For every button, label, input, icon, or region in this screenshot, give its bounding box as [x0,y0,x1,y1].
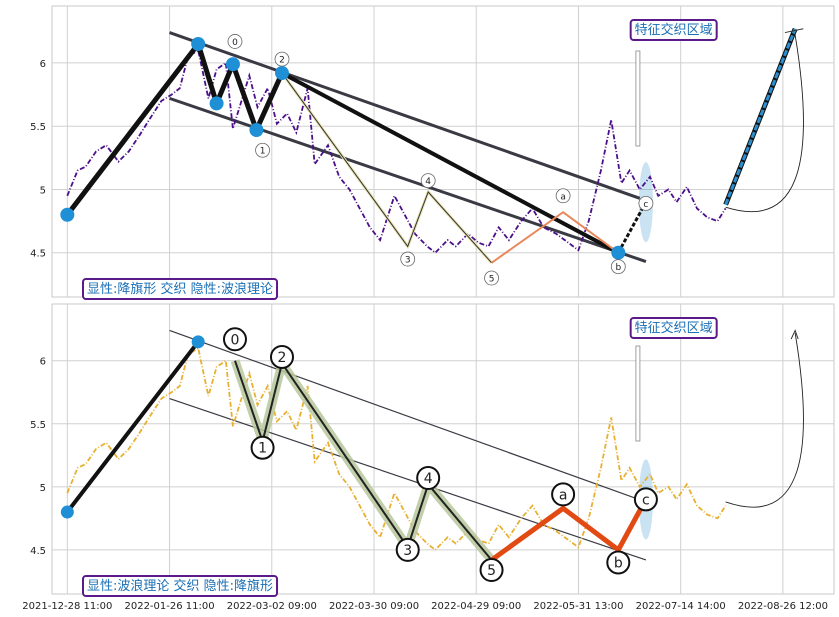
projection-arc [725,332,804,508]
wave-label-ring [633,487,658,512]
y-tick-label: 5.5 [30,122,46,133]
correction-series [490,498,649,563]
wave-label-ring [638,195,654,211]
trend-series [65,340,200,514]
wave-series [234,360,493,561]
feature-box [629,19,718,41]
channel-line-2 [169,96,647,263]
wave-label-ring [610,259,626,275]
x-tick-label: 2022-07-14 14:00 [636,601,726,612]
plot-area [51,5,835,298]
zigzag-series [65,41,285,217]
breakout-leg [616,201,648,254]
pivot-point [60,207,75,222]
wave-label-ring [274,51,290,67]
pivot-point [191,335,205,349]
wave-label-ring [555,188,571,204]
x-tick-label: 2022-05-31 13:00 [533,601,623,612]
x-tick-label: 2022-08-26 12:00 [738,601,828,612]
y-tick-label: 5 [40,185,46,196]
projection-arc [725,35,804,213]
arrow-head-icon [790,329,799,340]
wave-label-text: 1 [260,147,266,157]
channel-line-2 [169,397,647,561]
wave-label-text: 0 [232,38,238,48]
wave-label-ring [479,558,504,583]
pivot-point [209,96,224,111]
projection-line [724,28,797,206]
pivot-point [191,36,206,51]
wave-label-ring [416,466,441,490]
corner-label-box [82,575,279,597]
feature-zone-pointer [635,50,641,147]
wave-label-ring [222,327,247,352]
wave-label-text: a [560,192,566,202]
wave-label-text: 1 [258,441,267,457]
wave-label-text: 3 [405,256,411,266]
y-tick-label: 5 [40,483,46,494]
corner-label: 显性:波浪理论 交织 隐性:降旗形 [87,578,273,594]
wave-label-ring [250,435,275,460]
wave-label-text: 4 [425,177,431,187]
wave-label-ring [606,550,631,575]
wave-label-text: b [615,263,621,273]
wave-label-text: a [559,487,568,503]
wave-label-text: c [642,492,650,508]
feature-box-label: 特征交织区域 [635,320,713,336]
wave-label-text: 4 [424,471,433,487]
wave-label-text: c [643,200,648,210]
wave-label-ring [400,251,416,267]
y-tick-label: 5.5 [30,420,46,431]
x-tick-label: 2022-03-02 09:00 [227,601,317,612]
pivot-point [249,122,264,137]
channel-line-1 [169,31,641,200]
x-tick-label: 2022-03-30 09:00 [329,601,419,612]
pivot-point [275,66,289,81]
wave-label-text: 2 [279,56,285,66]
channel-line-1 [169,329,647,503]
wave-label-text: 5 [489,275,495,285]
y-tick-label: 6 [40,357,46,368]
feature-box-label: 特征交织区域 [635,22,713,38]
wave-label-text: 0 [231,332,240,348]
pivot-point [60,505,74,519]
x-tick-label: 2022-04-29 09:00 [431,601,521,612]
feature-zone-pointer [635,345,641,442]
top-panel: 4.5 5 5.5 6 0 1 2 3 4 5 a b c 显性:降旗形 交织 隐性:波浪理论 特征交织区域 [30,5,835,300]
wave-label-ring [484,270,499,286]
wave-label-ring [227,34,243,49]
pivot-point [225,57,240,72]
wave-label-text: 5 [487,563,496,579]
x-axis: 2021-12-28 11:00 2022-01-26 11:00 2022-03-… [22,601,828,612]
corner-label-box [82,278,279,300]
wave-label-ring [420,173,436,189]
bottom-panel: 4.5 5 5.5 6 0 1 2 3 4 5 a b c 显性:波浪理论 交织 隐性:降旗形 特征交织区域 [30,303,835,597]
corner-label: 显性:降旗形 交织 隐性:波浪理论 [87,281,273,297]
wave-label-ring [551,482,576,507]
y-tick-label: 4.5 [30,249,46,260]
x-tick-label: 2022-01-26 11:00 [124,601,214,612]
y-tick-label: 4.5 [30,546,46,557]
wave-label-ring [270,344,294,369]
price-series [66,48,727,254]
feature-box [629,317,718,339]
correction-series [491,210,619,264]
price-series [66,346,727,552]
thin-wave-series [281,72,492,264]
wave-label-ring [395,537,420,562]
projection-target-tick [784,28,804,34]
plot-area [51,303,835,595]
wave-label-ring [255,142,270,158]
y-tick-label: 6 [40,59,46,70]
wave-label-text: 3 [403,543,412,559]
x-tick-label: 2021-12-28 11:00 [22,601,112,612]
pivot-point [611,245,626,260]
wave-label-text: 2 [278,350,287,366]
wave-label-text: b [614,555,623,571]
big-leg-series [281,71,620,255]
